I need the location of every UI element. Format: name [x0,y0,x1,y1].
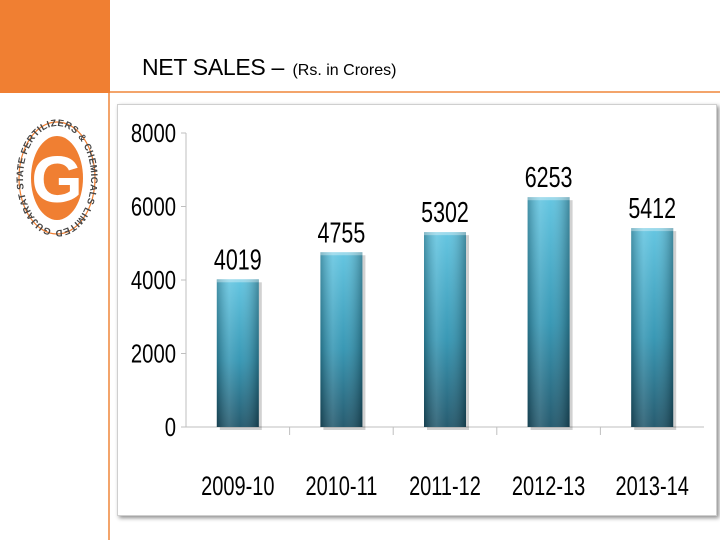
bar-shine [216,279,259,427]
chart-area: 0 2000 4000 6000 8000 4019 2009-10 4755 2010-11… [117,104,717,516]
logo-badge [31,136,83,220]
chart-bars [216,197,677,430]
company-logo: G GUJARAT STATE FERTILIZERS & CHEMICALS … [15,118,99,238]
bar-cap [527,197,570,201]
header-divider [110,91,720,93]
bar-shine [320,252,363,427]
x-tick-label: 2012-13 [512,471,585,502]
x-tick-label: 2010-11 [305,471,377,502]
net-sales-bar-chart: 0 2000 4000 6000 8000 4019 2009-10 4755 2010-11… [131,119,704,502]
y-tick-label: 0 [165,413,176,442]
y-tick-label: 4000 [131,266,176,295]
chart-labels: 4019 2009-10 4755 2010-11 5302 2011-12 6253 201… [201,162,689,502]
data-label: 4019 [214,244,262,276]
bar-cap [216,279,259,283]
data-label: 6253 [525,162,573,194]
chart-axes: 0 2000 4000 6000 8000 [131,119,704,442]
bar-shine [424,232,466,427]
bar-shine [527,197,570,427]
x-tick-label: 2013-14 [616,471,689,502]
data-label: 4755 [318,217,366,249]
logo-letter: G [31,142,82,216]
x-tick-label: 2011-12 [409,471,481,502]
y-tick-label: 6000 [131,192,176,221]
y-tick-label: 8000 [131,119,176,148]
bar-shine [631,228,674,427]
data-label: 5412 [628,193,676,225]
title-units: (Rs. in Crores) [292,62,397,79]
data-label: 5302 [421,197,469,229]
y-tick-label: 2000 [131,339,176,368]
header-accent-block [0,0,110,93]
x-tick-label: 2009-10 [201,471,274,502]
sidebar-divider [108,93,110,540]
title-main: NET SALES – [142,54,285,80]
bar-cap [320,252,363,256]
bar-cap [631,228,674,232]
page-title: NET SALES – (Rs. in Crores) [142,54,396,81]
bar-cap [424,232,466,236]
